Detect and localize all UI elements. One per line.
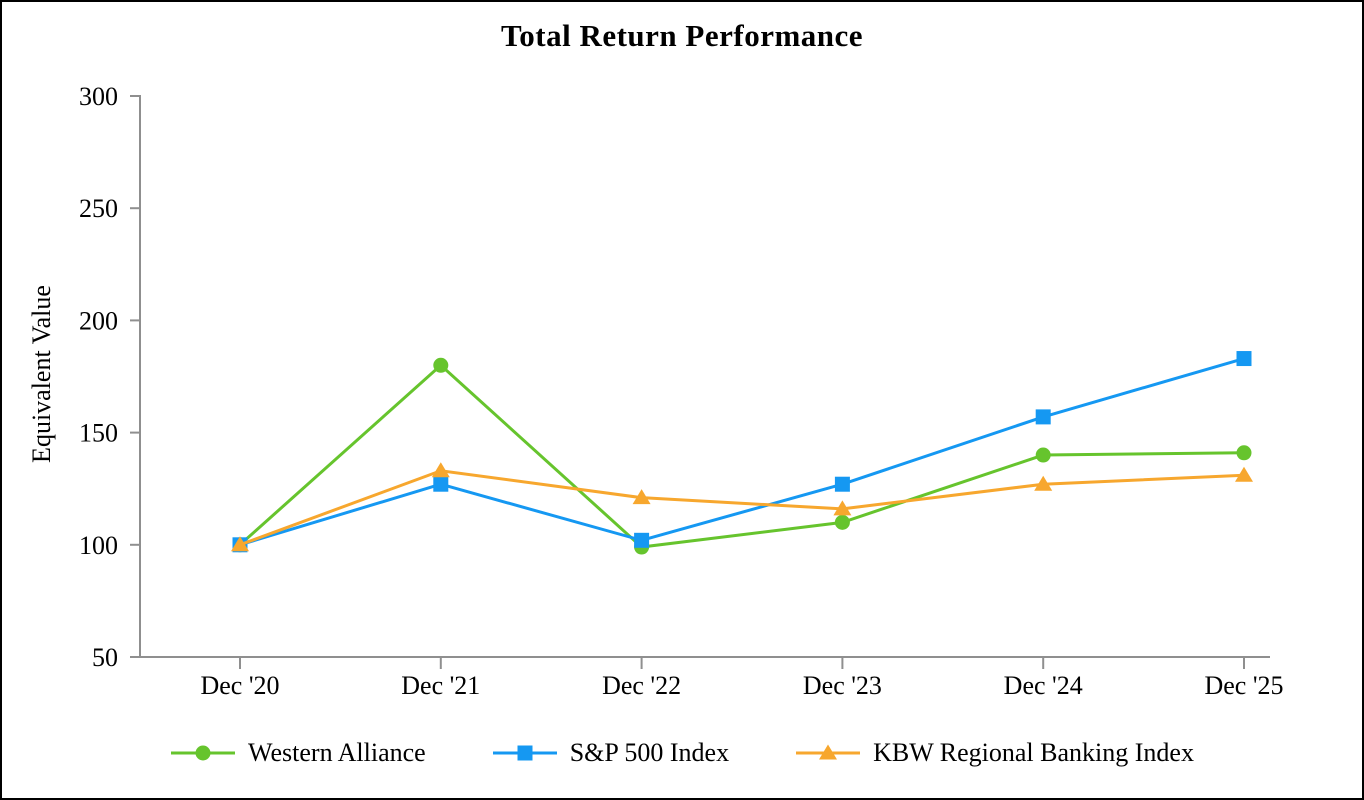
data-point-marker — [1035, 447, 1051, 463]
legend-triangle-marker-icon — [796, 744, 861, 760]
data-point-marker — [833, 500, 852, 516]
data-point-marker — [231, 536, 249, 552]
legend-square-marker-icon — [492, 745, 557, 761]
legend-item: Western Alliance — [170, 738, 426, 768]
data-point-marker — [834, 514, 850, 530]
series-line — [239, 469, 1245, 547]
y-tick-label: 250 — [79, 194, 118, 223]
data-point-marker — [195, 745, 211, 761]
data-point-marker — [1236, 351, 1252, 367]
y-tick-label: 300 — [79, 82, 118, 111]
legend-label: Western Alliance — [248, 738, 426, 767]
series-line — [239, 357, 1245, 547]
data-point-marker — [1035, 409, 1051, 425]
legend-label: KBW Regional Banking Index — [873, 738, 1194, 767]
y-tick-label: 50 — [92, 643, 118, 672]
data-point-marker — [431, 462, 450, 478]
y-tick-label: 100 — [79, 531, 118, 560]
data-point-marker — [634, 532, 650, 548]
data-point-marker — [433, 357, 449, 373]
data-point-marker — [834, 476, 850, 492]
legend-label: S&P 500 Index — [569, 738, 730, 767]
data-point-marker — [1034, 475, 1053, 491]
data-point-marker — [632, 489, 651, 505]
x-tick-label: Dec '21 — [401, 671, 480, 700]
x-tick-label: Dec '22 — [602, 671, 681, 700]
y-tick-label: 200 — [79, 306, 118, 335]
data-point-marker — [1235, 466, 1253, 482]
x-tick-label: Dec '25 — [1204, 671, 1283, 700]
x-tick-label: Dec '20 — [200, 671, 279, 700]
data-point-marker — [819, 744, 838, 760]
data-point-marker — [433, 476, 449, 492]
legend: Western Alliance S&P 500 Index KBW Regiona… — [2, 738, 1362, 768]
legend-item: KBW Regional Banking Index — [795, 738, 1194, 768]
series-line — [239, 363, 1245, 549]
x-tick-label: Dec '23 — [803, 671, 882, 700]
legend-circle-marker-icon — [171, 745, 236, 761]
data-point-marker — [517, 745, 533, 761]
y-tick-label: 150 — [79, 419, 118, 448]
legend-item: S&P 500 Index — [492, 738, 729, 768]
chart-title: Total Return Performance — [500, 18, 864, 53]
x-tick-label: Dec '24 — [1004, 671, 1083, 700]
data-point-marker — [1236, 445, 1252, 461]
